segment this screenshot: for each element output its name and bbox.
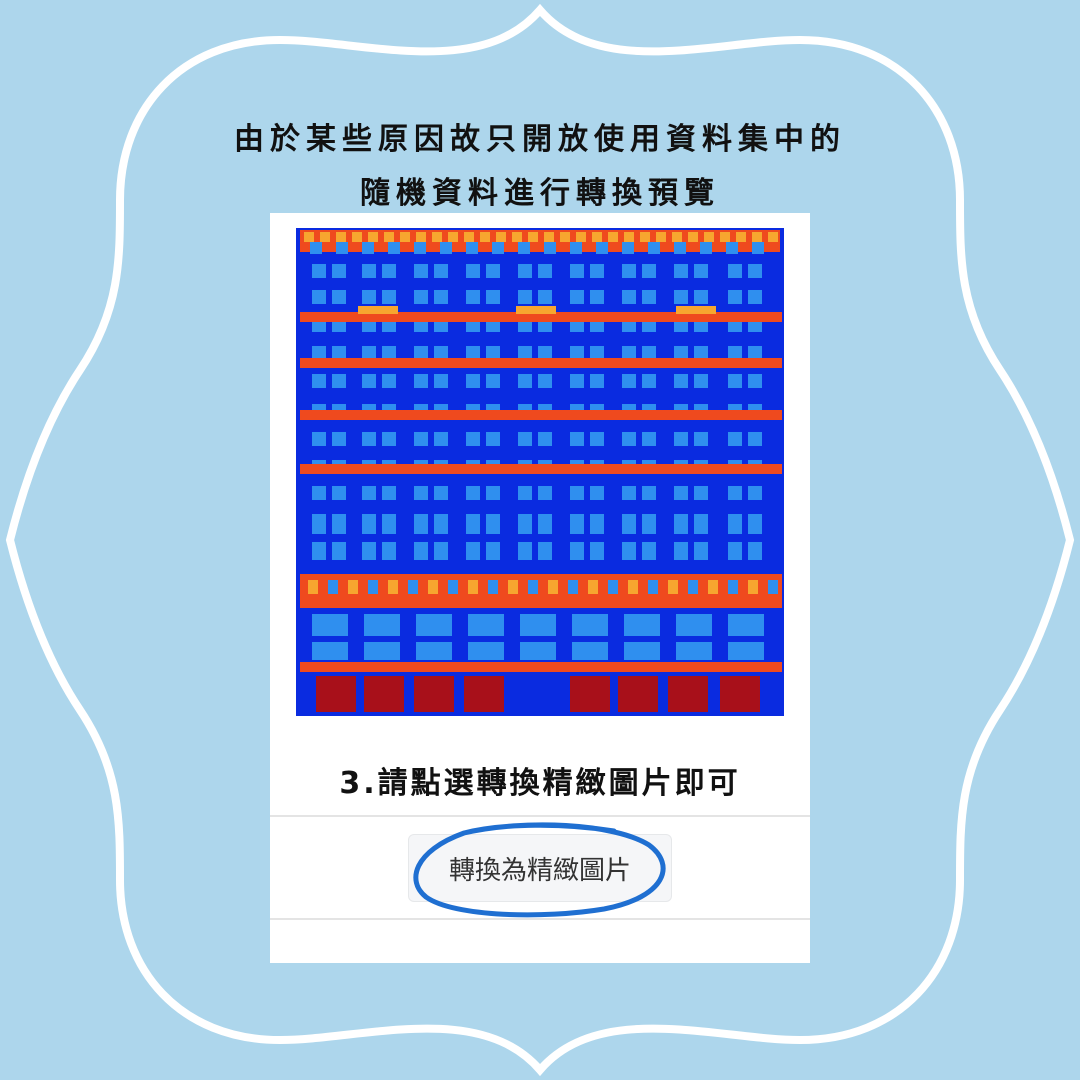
frame-outline xyxy=(5,3,1075,1077)
divider xyxy=(270,918,810,920)
heading-line-2: 隨機資料進行轉換預覽 xyxy=(360,176,720,211)
heatmap-preview-image xyxy=(296,228,784,716)
heading-line-1: 由於某些原因故只開放使用資料集中的 xyxy=(234,122,846,157)
convert-to-refined-image-button[interactable]: 轉換為精緻圖片 xyxy=(408,834,672,902)
instruction-text: 3.請點選轉換精緻圖片即可 xyxy=(339,766,741,801)
divider xyxy=(270,815,810,817)
